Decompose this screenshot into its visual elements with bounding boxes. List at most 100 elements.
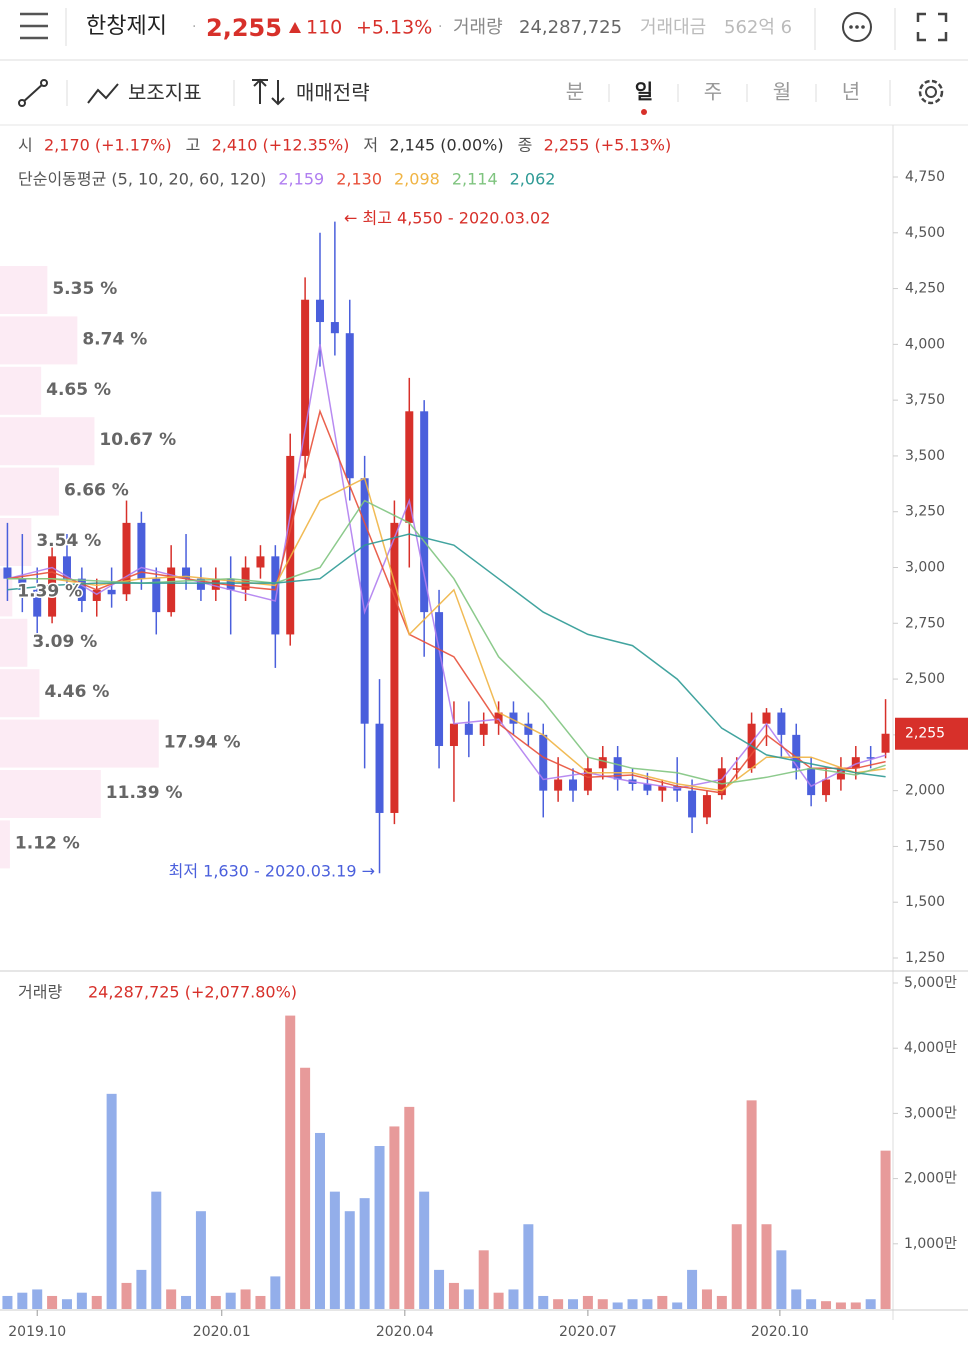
candle-body [598,757,607,769]
candle-body [762,712,771,724]
profile-bar [0,518,32,566]
candle-body [152,578,161,613]
y-tick-label: 3,750 [905,392,945,408]
profile-label: 10.67 % [99,430,176,450]
volume-bar [627,1299,638,1309]
volume-bar [434,1269,445,1309]
candle-body [554,779,563,791]
candle-body [256,556,265,568]
volume-bar [448,1282,459,1309]
ohlc-value: 2,410 (+12.35%) [212,136,350,155]
y-tick-label: 2,750 [905,615,945,631]
ma-line [7,344,886,790]
ma-line [7,477,886,792]
candle-body [33,589,42,617]
settings-button[interactable] [918,79,944,105]
profile-label: 3.54 % [36,531,101,551]
candle-body [211,578,220,590]
profile-label: 4.65 % [46,380,111,400]
ma-value: 2,130 [336,170,382,189]
volume-bar [61,1299,72,1309]
volume-bar [776,1250,787,1309]
profile-label: 8.74 % [82,329,147,349]
volume-bar [701,1289,712,1309]
draw-tool-dot [40,79,48,87]
volume-bar [17,1292,28,1309]
period-tab[interactable]: 일 [635,80,653,104]
up-arrow [289,22,301,33]
volume-bar [716,1295,727,1309]
volume-bar [880,1150,891,1309]
ma-value: 2,114 [452,170,498,189]
candle-body [196,578,205,590]
ma-title: 단순이동평균 (5, 10, 20, 60, 120) [18,170,266,189]
candle-body [390,522,399,813]
candle-body [717,768,726,796]
y-tick-label: 1,250 [905,950,945,966]
active-dot [641,109,647,115]
volume-bar [657,1295,668,1309]
profile-bar [0,719,159,768]
stock-name: 한창제지 [86,14,167,39]
change-pct: +5.13% [356,17,432,39]
profile-bar [0,417,95,466]
candle-body [866,757,875,759]
volume-title: 거래량 [18,983,62,1002]
low-annotation: 최저 1,630 - 2020.03.19 → [169,862,375,881]
more-button[interactable] [842,12,872,42]
profile-bar [0,618,28,667]
period-tab[interactable]: 년 [842,80,860,104]
volume-bar [865,1299,876,1309]
volume-bar [32,1289,43,1309]
profile-label: 11.39 % [106,783,183,803]
volume-bar [404,1106,415,1309]
profile-label: 17.94 % [164,733,241,753]
candle-body [836,768,845,780]
volume-bar [791,1289,802,1309]
volume-bar [76,1292,87,1309]
candle-body [360,478,369,724]
period-tab[interactable]: 분 [566,80,584,104]
candle-body [3,567,12,579]
y-tick-label: 2,000 [905,783,945,799]
volume-bar [746,1100,757,1309]
volume-bar [300,1067,311,1309]
candle-body [449,723,458,747]
volume-bar [91,1295,102,1309]
amount-label: 거래대금 [640,17,706,38]
x-tick-label: 2020.10 [751,1324,809,1340]
menu-button[interactable] [20,12,48,40]
current-price-tag [895,717,968,750]
volume-bar [538,1295,549,1309]
ohlc-value: 2,170 (+1.17%) [44,136,172,155]
strategy-button[interactable]: 매매전략 [296,81,370,105]
candle-body [613,757,622,780]
candle-body [583,768,592,791]
period-tab[interactable]: 월 [773,80,791,104]
indicator-button[interactable]: 보조지표 [128,81,202,105]
period-tab[interactable]: 주 [704,80,722,104]
volume-bar [344,1211,355,1309]
volume-bar [151,1191,162,1309]
candle-body [107,589,116,595]
volume-tick-label: 2,000만 [904,1171,957,1187]
candle-body [822,779,831,796]
volume-bar [523,1224,534,1309]
candle-body [122,522,131,595]
volume-bar [225,1292,236,1309]
candle-body [301,299,310,456]
fullscreen-button[interactable] [916,12,948,42]
y-tick-label: 3,500 [905,448,945,464]
candle-body [732,768,741,770]
candle-body [77,578,86,601]
volume-tick-label: 3,000만 [904,1105,957,1121]
profile-bar [0,266,48,314]
candle-body [137,522,146,579]
volume-bar [240,1289,251,1309]
profile-label: 1.12 % [15,833,80,853]
volume-bar [582,1295,593,1309]
x-tick-label: 2020.07 [559,1324,617,1340]
profile-bar [0,568,13,617]
price: 2,255 [206,14,282,42]
